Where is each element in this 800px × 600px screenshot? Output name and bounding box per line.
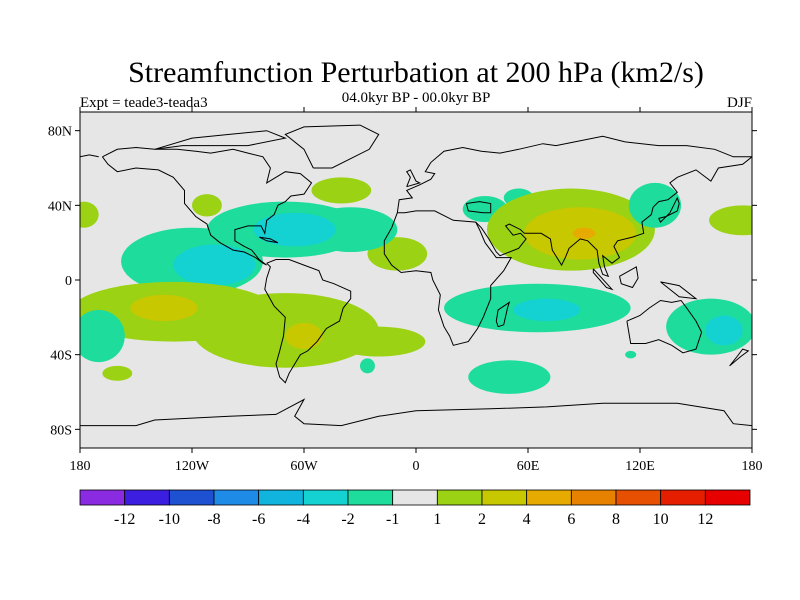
coastline [592,268,614,291]
field-region [285,322,323,350]
colorbar-swatch [436,489,483,506]
lon-tick-label: 180 [742,459,763,474]
colorbar-swatch [168,489,215,506]
coastline [475,156,752,278]
colorbar-label: -4 [297,511,310,528]
coastline [660,281,698,300]
lat-tick-label: 40S [50,349,72,364]
lon-tick-label: 60W [290,459,318,474]
field-region [192,293,379,368]
coastline [154,130,288,150]
field-region [710,209,752,232]
coastline [101,146,313,266]
field-region [80,201,99,228]
coastline [80,398,752,427]
colorbar-swatch [392,489,438,506]
coastline [465,201,492,214]
coastlines [80,124,752,427]
colorbar-swatch [302,489,349,506]
lat-tick-label: 80N [48,125,72,140]
field-region [360,358,375,374]
coastline [495,301,511,328]
colorbar-label: 4 [523,511,531,528]
coastline [619,266,639,289]
center-label: 04.0kyr BP - 00.0kyr BP [342,90,491,106]
field-region [513,298,581,322]
coastline [258,236,279,244]
lon-tick-label: 120W [175,459,210,474]
coastline [396,135,752,213]
colorbar-label: 8 [612,511,620,528]
colorbar-swatch [79,489,126,506]
field-region [705,315,743,346]
coastline [658,196,680,223]
coastline [729,348,750,367]
field-region [572,227,596,239]
colorbar-swatch [526,489,572,506]
colorbar-label: -10 [159,511,180,528]
latitude-axis: 80N 40N 0 40S 80S [48,125,757,438]
field-region [80,309,125,363]
lon-tick-label: 120E [625,459,655,474]
colorbar-swatch [660,489,706,506]
colorbar-swatch [481,489,528,506]
colorbar-label: 2 [478,511,486,528]
colorbar-label: 10 [653,511,669,528]
colorbar-swatch [570,489,617,506]
field-region [304,207,398,253]
lon-tick-label: 180 [70,459,91,474]
coastline [626,299,703,354]
colorbar-swatch [213,489,260,506]
left-label: Expt = teade3-teada3 [80,95,208,111]
field-region [130,294,198,322]
colorbar-label: 12 [697,511,713,528]
field-region [332,326,426,357]
field-region [311,177,372,204]
colorbar-label: -1 [386,511,399,528]
colorbar-swatch [704,489,751,506]
colorbar-label: 1 [433,511,441,528]
coastline [284,124,380,169]
colorbar-swatch [124,489,170,506]
map-title: Streamfunction Perturbation at 200 hPa (… [128,56,704,89]
colorbar-label: -2 [341,511,354,528]
lat-tick-label: 40N [48,199,72,214]
field-region [192,194,222,217]
coastline [383,210,513,346]
contour-field [80,177,752,394]
field-region [625,350,637,359]
colorbar: -12 -10 -8 -6 -4 -2 -1 1 2 4 6 8 10 12 [79,489,751,528]
colorbar-label: -12 [114,511,135,528]
lon-tick-label: 0 [413,459,420,474]
field-region [102,365,133,381]
colorbar-label: -6 [252,511,265,528]
lon-tick-label: 60E [517,459,540,474]
coastline [80,154,99,158]
field-region [468,360,551,394]
colorbar-swatch [347,489,394,506]
colorbar-label: -8 [207,511,220,528]
longitude-axis: 180 120W 60W 0 60E 120E 180 [70,107,763,474]
lat-tick-label: 0 [65,274,72,289]
coastline [405,169,422,188]
colorbar-swatch [615,489,662,506]
coastline [264,259,352,384]
colorbar-swatch [258,489,304,506]
lat-tick-label: 80S [50,423,72,438]
colorbar-label: 6 [567,511,575,528]
field-region [173,244,256,286]
right-label: DJF [727,95,752,111]
field-region [253,212,336,247]
